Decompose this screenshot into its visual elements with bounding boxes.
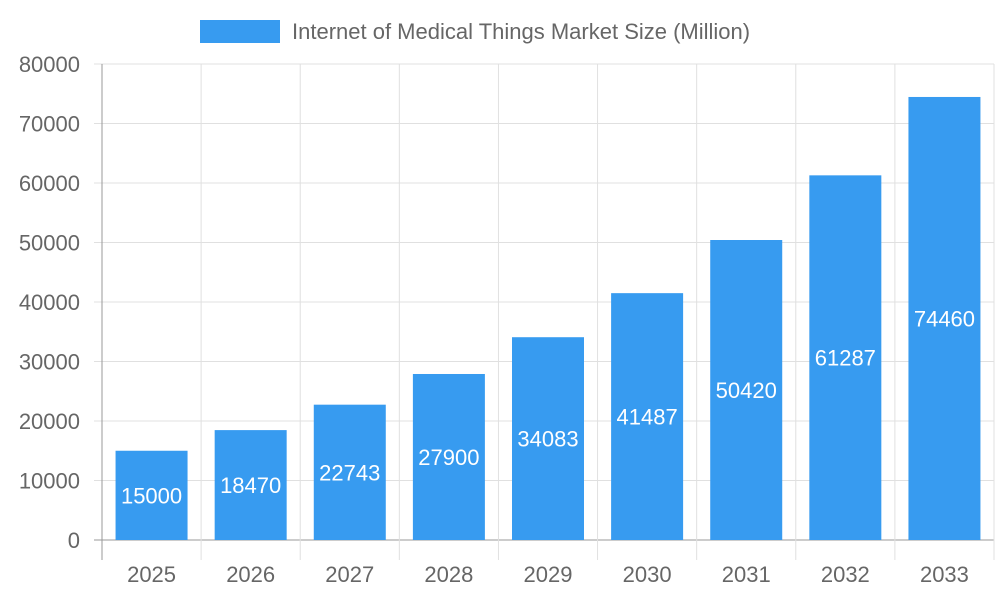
bar-2030 <box>611 293 684 540</box>
legend-swatch <box>200 20 280 43</box>
y-tick-label: 50000 <box>19 231 80 256</box>
y-tick-label: 0 <box>68 528 80 553</box>
data-label: 41487 <box>617 405 678 430</box>
axes: 0 10000 20000 30000 40000 50000 60000 70000 8000… <box>19 52 969 587</box>
x-tick-label: 2027 <box>325 562 374 587</box>
x-tick-label: 2031 <box>722 562 771 587</box>
bar-2028 <box>412 373 485 540</box>
y-tick-label: 10000 <box>19 469 80 494</box>
bar-2029 <box>512 337 584 540</box>
bar-2031 <box>710 240 783 540</box>
x-tick-label: 2029 <box>524 562 573 587</box>
x-tick-label: 2028 <box>424 562 473 587</box>
y-tick-label: 30000 <box>19 350 80 375</box>
x-tick-label: 2032 <box>821 562 870 587</box>
data-label: 18470 <box>220 473 281 498</box>
legend[interactable]: Internet of Medical Things Market Size (… <box>200 19 750 44</box>
data-label: 50420 <box>716 378 777 403</box>
y-tick-label: 20000 <box>19 409 80 434</box>
data-label: 27900 <box>418 445 479 470</box>
data-label: 22743 <box>319 460 380 485</box>
bar-2025 <box>115 450 188 540</box>
data-label: 74460 <box>914 306 975 331</box>
y-tick-label: 40000 <box>19 290 80 315</box>
x-tick-label: 2030 <box>623 562 672 587</box>
bars: 15000 18470 22743 27900 34083 41487 50420 61287… <box>115 96 981 540</box>
grid <box>94 63 995 560</box>
x-tick-label: 2025 <box>127 562 176 587</box>
data-label: 34083 <box>517 427 578 452</box>
bar-2033 <box>908 96 981 540</box>
y-tick-label: 80000 <box>19 52 80 77</box>
bar-2026 <box>214 430 287 540</box>
data-label: 61287 <box>815 346 876 371</box>
bar-2027 <box>313 404 386 540</box>
legend-label: Internet of Medical Things Market Size (… <box>292 19 750 44</box>
x-tick-label: 2033 <box>920 562 969 587</box>
data-label: 15000 <box>121 483 182 508</box>
bar-2032 <box>809 175 882 540</box>
y-tick-label: 70000 <box>19 112 80 137</box>
y-tick-label: 60000 <box>19 171 80 196</box>
x-tick-label: 2026 <box>226 562 275 587</box>
